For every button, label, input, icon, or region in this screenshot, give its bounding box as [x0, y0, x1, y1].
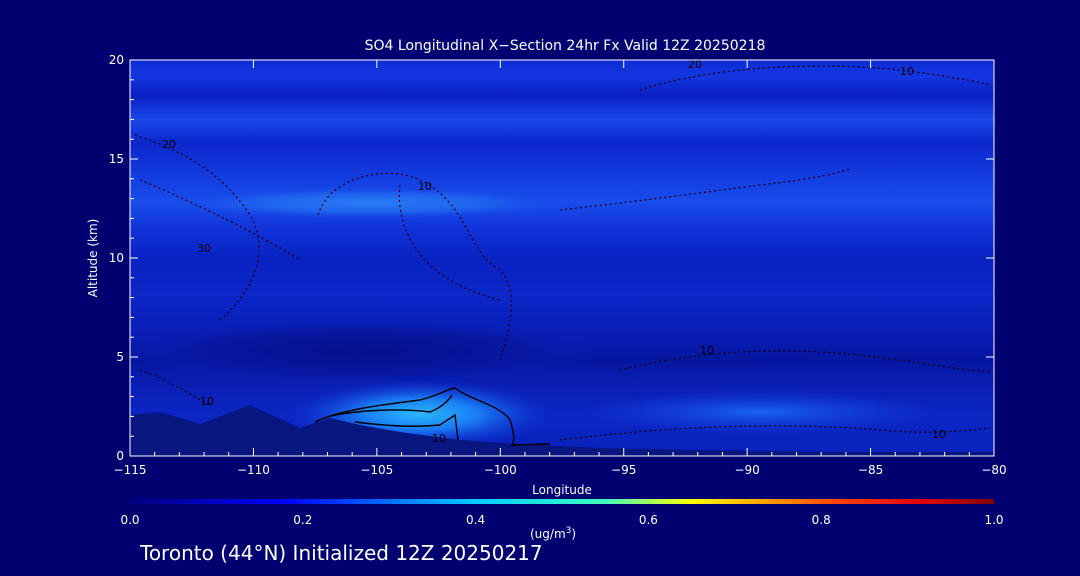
- y-tick-label: 5: [116, 350, 124, 364]
- colorbar-tick-label: 0.4: [466, 513, 485, 527]
- y-axis: 0 5 10 15 20: [109, 53, 994, 463]
- contour-label-6: 10: [700, 344, 714, 357]
- contour-label-4: 10: [418, 180, 432, 193]
- contour-label-5: 30: [197, 242, 211, 255]
- y-tick-label: 20: [109, 53, 124, 67]
- solid-contours: [314, 387, 551, 446]
- x-tick-label: −80: [981, 463, 1006, 477]
- colorbar-tick-label: 0.0: [120, 513, 139, 527]
- colorbar-tick-label: 0.2: [293, 513, 312, 527]
- x-tick-label: −110: [237, 463, 270, 477]
- x-tick-label: −95: [611, 463, 636, 477]
- x-axis: −115 −110 −105 −100 −95 −90 −85 −80: [114, 60, 1007, 477]
- colorbar-tick-label: 0.6: [639, 513, 658, 527]
- concentration-field: [130, 60, 994, 456]
- y-tick-label: 10: [109, 251, 124, 265]
- eastern-band: [580, 390, 940, 434]
- contour-label-8: 10: [432, 432, 446, 445]
- contour-label-2: 10: [900, 65, 914, 78]
- chart-title: SO4 Longitudinal X−Section 24hr Fx Valid…: [365, 38, 766, 54]
- x-tick-label: −115: [114, 463, 147, 477]
- contour-label-7: 10: [200, 395, 214, 408]
- contour-label-1: 20: [688, 58, 702, 71]
- colorbar-ticks: 0.0 0.2 0.4 0.6 0.8 1.0: [120, 513, 1003, 527]
- footer-caption: Toronto (44°N) Initialized 12Z 20250217: [140, 541, 543, 565]
- x-tick-label: −100: [484, 463, 517, 477]
- colorbar: [130, 499, 994, 504]
- x-axis-label: Longitude: [532, 483, 592, 497]
- colorbar-tick-label: 1.0: [984, 513, 1003, 527]
- contour-label-9: 10: [932, 428, 946, 441]
- colorbar-tick-label: 0.8: [812, 513, 831, 527]
- colorbar-unit: (ug/m3): [530, 526, 577, 541]
- y-tick-label: 0: [116, 449, 124, 463]
- y-axis-label: Altitude (km): [86, 219, 100, 298]
- contour-label-3: 20: [162, 138, 176, 151]
- upper-layer-maximum: [170, 187, 570, 219]
- x-tick-label: −90: [734, 463, 759, 477]
- x-tick-label: −105: [360, 463, 393, 477]
- terrain: [130, 405, 994, 456]
- mid-level-minimum: [130, 320, 600, 384]
- x-tick-label: −85: [858, 463, 883, 477]
- y-tick-label: 15: [109, 152, 124, 166]
- dotted-contours: [134, 65, 991, 441]
